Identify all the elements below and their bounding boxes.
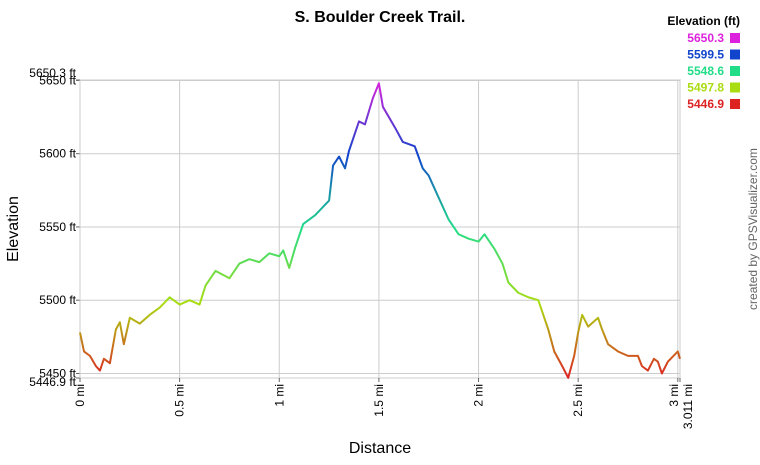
legend-label: 5599.5: [687, 48, 724, 62]
legend-swatch: [730, 33, 740, 43]
x-tick-label: 1 mi: [272, 384, 286, 407]
y-tick-label: 5550 ft: [39, 220, 76, 234]
x-tick-label: 0.5 mi: [173, 384, 187, 417]
y-tick-label: 5650 ft: [39, 73, 76, 87]
x-tick-label: 3 mi: [667, 384, 681, 407]
y-tick-label: 5650.3 ft: [29, 66, 76, 80]
legend-swatch: [730, 66, 740, 76]
legend-swatch: [730, 99, 740, 109]
chart-title: S. Boulder Creek Trail.: [295, 9, 466, 26]
legend-title: Elevation (ft): [667, 14, 740, 28]
x-tick-label: 2 mi: [472, 384, 486, 407]
y-tick-label: 5450 ft: [39, 366, 76, 380]
legend-swatch: [730, 82, 740, 93]
y-tick-label: 5446.9 ft: [29, 375, 76, 389]
y-axis-label: Elevation: [5, 196, 22, 262]
plot-area: [79, 79, 681, 379]
y-tick-label: 5500 ft: [39, 293, 76, 307]
x-tick-label: 1.5 mi: [372, 384, 386, 417]
legend-swatch: [730, 49, 740, 60]
elevation-line: [79, 82, 681, 379]
x-tick-label: 3.011 mi: [681, 384, 695, 429]
legend-label: 5497.8: [687, 81, 724, 95]
legend-label: 5548.6: [687, 64, 724, 78]
x-tick-label: 2.5 mi: [571, 384, 585, 417]
y-tick-label: 5600 ft: [39, 147, 76, 161]
legend-label: 5446.9: [687, 97, 724, 111]
legend-label: 5650.3: [687, 31, 724, 45]
credit: created by GPSVisualizer.com: [746, 148, 760, 310]
x-tick-label: 0 mi: [73, 384, 87, 407]
x-axis-label: Distance: [349, 440, 411, 457]
